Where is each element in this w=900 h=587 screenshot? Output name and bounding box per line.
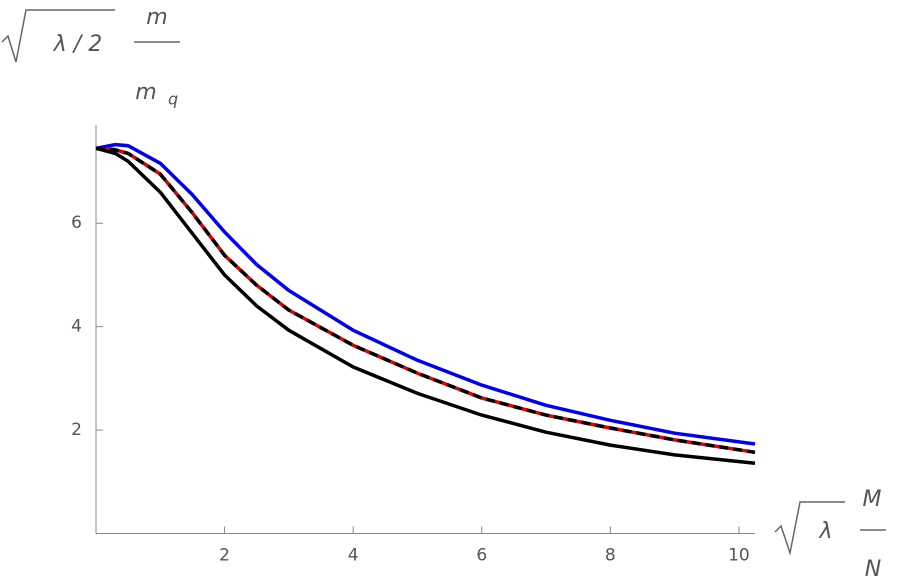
y-label-radicand: λ / 2	[53, 32, 102, 57]
y-label-subscript: q	[168, 90, 178, 109]
y-tick-label: 6	[71, 213, 82, 233]
y-tick-label: 4	[71, 317, 82, 337]
x-tick-label: 6	[476, 546, 487, 566]
y-label-numerator: m	[146, 5, 167, 30]
series-line	[95, 146, 756, 465]
y-label-sqrt	[1, 9, 115, 63]
x-tick-label: 10	[728, 546, 750, 566]
x-label-numerator: M	[863, 487, 882, 512]
series-line	[95, 146, 756, 455]
x-tick-label: 4	[348, 546, 359, 566]
x-tick-label: 2	[219, 546, 230, 566]
x-label-sqrt	[774, 501, 845, 556]
x-tick-label: 8	[605, 546, 616, 566]
x-label-denominator: N	[865, 557, 881, 582]
x-label-radicand: λ	[818, 519, 832, 544]
y-tick-label: 2	[71, 420, 82, 440]
series-line	[95, 146, 756, 455]
y-label-denominator: m	[135, 80, 156, 105]
series-line	[95, 142, 756, 446]
